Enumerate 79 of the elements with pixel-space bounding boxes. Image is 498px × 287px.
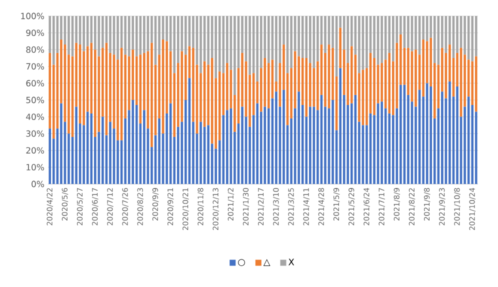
bar: [380, 16, 383, 64]
bar: [346, 16, 350, 64]
bar: [298, 92, 300, 184]
bar: [207, 125, 210, 184]
bar: [264, 106, 266, 184]
y-tick-label: 0%: [32, 180, 44, 188]
bar: [52, 16, 55, 65]
y-tick-label: 70%: [26, 63, 44, 70]
bar: [256, 16, 258, 82]
bar: [433, 16, 436, 64]
bar: [200, 16, 202, 74]
bar: [48, 128, 52, 184]
bar: [116, 16, 119, 60]
bar: [407, 16, 410, 48]
bar: [400, 84, 402, 184]
legend-label: ○: [238, 259, 245, 266]
bar: [441, 92, 444, 184]
bar: [309, 106, 312, 184]
bar: [143, 16, 146, 53]
bar: [448, 82, 451, 184]
bar: [332, 100, 334, 184]
y-tick-label: 30%: [26, 130, 44, 137]
y-tick-label: 50%: [26, 96, 44, 104]
bar: [150, 42, 153, 148]
bar: [282, 90, 285, 184]
y-tick-label: 90%: [26, 30, 44, 36]
bar: [305, 58, 308, 117]
y-tick-label: 80%: [26, 46, 44, 53]
bar: [275, 16, 278, 82]
bar: [301, 16, 304, 58]
y-tick-label: 20%: [26, 147, 44, 154]
bar: [358, 16, 360, 74]
bar: [109, 16, 112, 53]
bar: [60, 103, 62, 184]
bar: [248, 16, 251, 75]
y-tick-label: 40%: [26, 114, 44, 120]
bar: [214, 16, 218, 78]
bar: [90, 113, 93, 184]
legend-label: X: [288, 258, 294, 266]
y-tick-label: 10%: [26, 164, 44, 170]
bar: [200, 122, 202, 184]
bar: [430, 86, 432, 184]
bar: [226, 110, 228, 184]
bar: [184, 16, 187, 55]
legend-label: △: [263, 259, 270, 266]
bar: [474, 56, 478, 112]
bar: [392, 16, 394, 62]
bar: [75, 106, 78, 184]
bar: [366, 16, 368, 68]
bar: [234, 16, 236, 95]
bar: [222, 16, 225, 74]
bar: [414, 50, 417, 107]
y-tick-label: 100%: [21, 12, 44, 20]
bar: [86, 112, 89, 184]
bar: [256, 103, 258, 184]
bar: [275, 92, 278, 184]
bar: [158, 118, 160, 184]
bar: [207, 16, 210, 65]
bar: [388, 52, 391, 114]
bar: [102, 116, 104, 184]
bar: [471, 16, 474, 62]
bar: [456, 86, 458, 184]
bar: [380, 102, 383, 184]
bar: [68, 16, 70, 55]
bar: [298, 16, 300, 56]
bar: [135, 16, 138, 56]
bar: [124, 16, 126, 55]
bar: [422, 40, 424, 97]
bar: [173, 16, 176, 74]
bar: [350, 46, 353, 104]
bar: [339, 68, 342, 184]
bar: [132, 100, 134, 184]
bar: [324, 16, 326, 53]
bar: [268, 16, 270, 64]
bar: [82, 16, 85, 52]
bar: [109, 122, 112, 184]
bar: [143, 110, 146, 184]
bar: [241, 106, 244, 184]
y-tick-label: 60%: [26, 80, 44, 86]
